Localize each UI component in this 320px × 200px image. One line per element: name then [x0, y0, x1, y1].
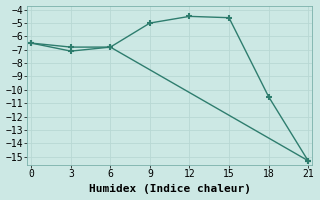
X-axis label: Humidex (Indice chaleur): Humidex (Indice chaleur) — [89, 184, 251, 194]
